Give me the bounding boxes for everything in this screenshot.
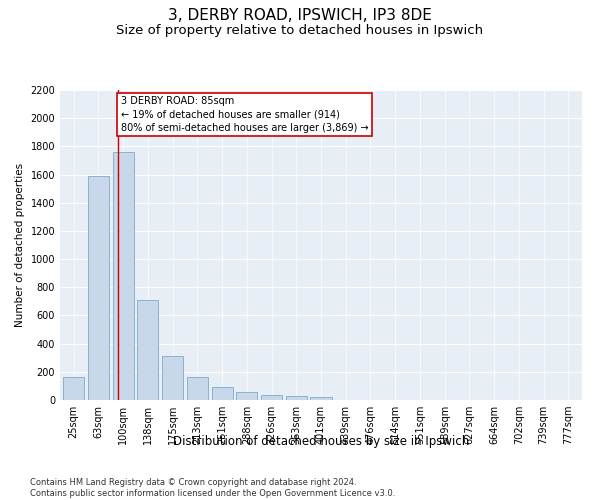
Text: Contains HM Land Registry data © Crown copyright and database right 2024.
Contai: Contains HM Land Registry data © Crown c…	[30, 478, 395, 498]
Bar	[310, 397, 332, 400]
Bar	[113, 152, 134, 400]
Text: Distribution of detached houses by size in Ipswich: Distribution of detached houses by size …	[173, 435, 469, 448]
Y-axis label: Number of detached properties: Number of detached properties	[15, 163, 25, 327]
Bar	[162, 356, 183, 400]
Bar	[236, 392, 257, 400]
Bar	[212, 388, 233, 400]
Bar	[286, 396, 307, 400]
Bar	[137, 300, 158, 400]
Bar	[187, 378, 208, 400]
Bar	[88, 176, 109, 400]
Text: Size of property relative to detached houses in Ipswich: Size of property relative to detached ho…	[116, 24, 484, 37]
Text: 3 DERBY ROAD: 85sqm
← 19% of detached houses are smaller (914)
80% of semi-detac: 3 DERBY ROAD: 85sqm ← 19% of detached ho…	[121, 96, 368, 132]
Bar	[261, 395, 282, 400]
Text: 3, DERBY ROAD, IPSWICH, IP3 8DE: 3, DERBY ROAD, IPSWICH, IP3 8DE	[168, 8, 432, 22]
Bar	[63, 378, 84, 400]
